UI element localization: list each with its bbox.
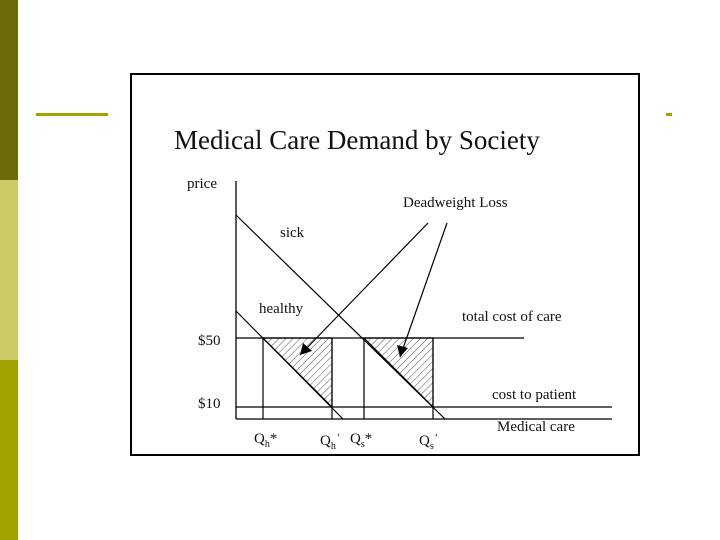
deadweight-loss-label: Deadweight Loss [403, 195, 508, 211]
x-axis-label: Medical care [497, 419, 575, 435]
qs-star-label: Qs* [350, 431, 373, 450]
arrowhead-sick [397, 345, 408, 357]
side-accent-bar-top [0, 0, 18, 180]
demand-diagram [235, 181, 612, 420]
arrowhead-healthy [300, 343, 312, 355]
deadweight-loss-outline-healthy [261, 337, 333, 409]
qh-prime-label: Qh’ [320, 433, 341, 452]
deadweight-loss-arrow-sick [399, 222, 448, 358]
side-accent-bar-bottom [0, 360, 18, 540]
cost-to-patient-label: cost to patient [492, 387, 577, 403]
qh-star-label: Qh* [254, 431, 278, 450]
y-axis-label: price [187, 176, 217, 192]
sick-curve-label: sick [280, 225, 305, 241]
diagram-title: Medical Care Demand by Society [174, 125, 540, 155]
total-cost-label: total cost of care [462, 309, 562, 325]
price-label-10: $10 [198, 396, 221, 412]
deadweight-loss-outline-sick [362, 337, 434, 409]
title-rule-right [666, 113, 672, 116]
diagram-frame: Medical Care Demand by Society price sic… [130, 73, 640, 456]
qs-prime-label: Qs’ [419, 433, 439, 452]
healthy-curve-label: healthy [259, 301, 304, 317]
deadweight-loss-arrow-healthy [299, 222, 429, 356]
side-accent-bar-middle [0, 180, 18, 360]
title-rule-left [36, 113, 108, 116]
price-label-50: $50 [198, 333, 221, 349]
